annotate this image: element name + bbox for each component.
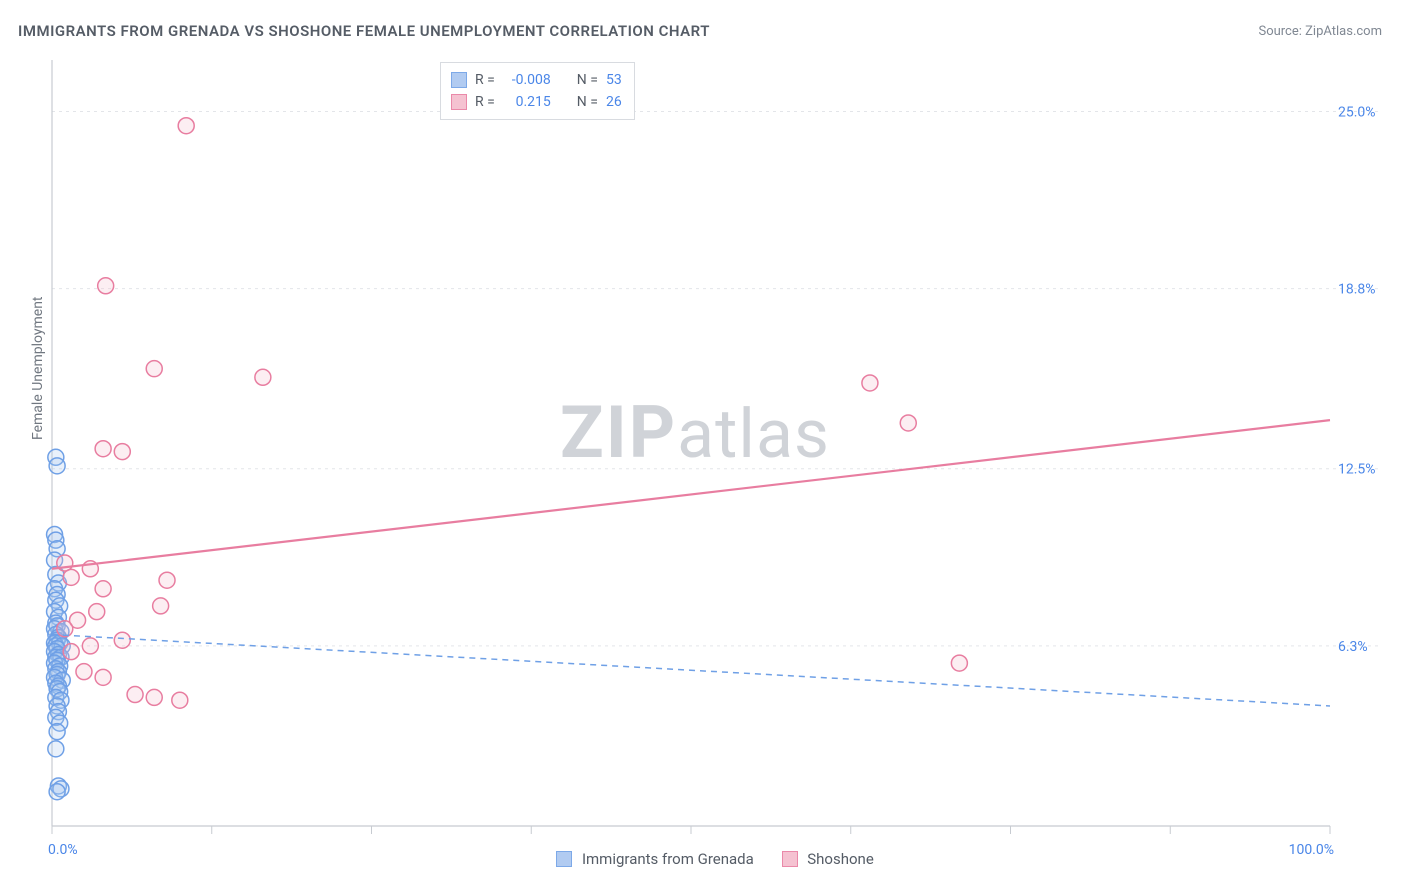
n-label: N = bbox=[577, 91, 598, 113]
svg-text:25.0%: 25.0% bbox=[1338, 104, 1376, 120]
legend-label-grenada: Immigrants from Grenada bbox=[582, 850, 754, 868]
svg-text:6.3%: 6.3% bbox=[1338, 639, 1368, 655]
swatch-grenada bbox=[556, 851, 572, 867]
series-legend: Immigrants from Grenada Shoshone bbox=[0, 850, 1406, 868]
legend-label-shoshone: Shoshone bbox=[807, 850, 874, 868]
legend-row-shoshone: R = 0.215 N = 26 bbox=[451, 91, 622, 113]
swatch-shoshone bbox=[782, 851, 798, 867]
n-value-shoshone: 26 bbox=[606, 91, 622, 113]
n-value-grenada: 53 bbox=[606, 69, 622, 91]
legend-row-grenada: R = -0.008 N = 53 bbox=[451, 69, 622, 91]
r-value-grenada: -0.008 bbox=[503, 69, 551, 91]
r-label: R = bbox=[475, 69, 495, 91]
swatch-shoshone bbox=[451, 94, 467, 110]
svg-text:18.8%: 18.8% bbox=[1338, 282, 1376, 298]
correlation-legend: R = -0.008 N = 53 R = 0.215 N = 26 bbox=[440, 62, 635, 120]
scatter-plot: 0.0%100.0%6.3%12.5%18.8%25.0% bbox=[0, 0, 1406, 892]
svg-text:12.5%: 12.5% bbox=[1338, 462, 1376, 478]
n-label: N = bbox=[577, 69, 598, 91]
r-value-shoshone: 0.215 bbox=[503, 91, 551, 113]
r-label: R = bbox=[475, 91, 495, 113]
chart-container: IMMIGRANTS FROM GRENADA VS SHOSHONE FEMA… bbox=[0, 0, 1406, 892]
swatch-grenada bbox=[451, 72, 467, 88]
